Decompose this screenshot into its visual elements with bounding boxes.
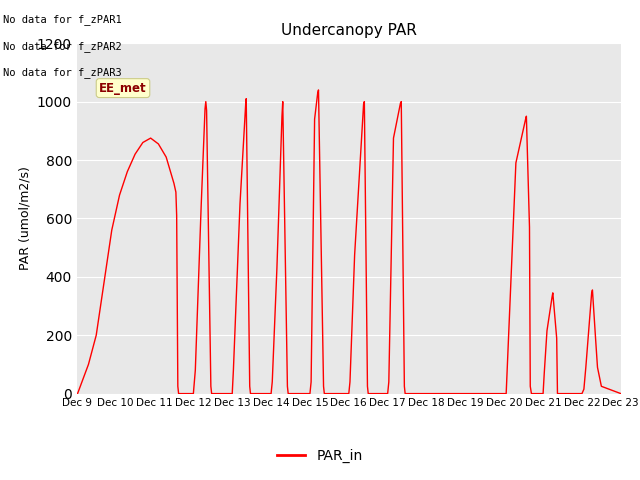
Legend: PAR_in: PAR_in <box>272 443 368 468</box>
Text: EE_met: EE_met <box>99 82 147 95</box>
Text: No data for f_zPAR3: No data for f_zPAR3 <box>3 67 122 78</box>
Title: Undercanopy PAR: Undercanopy PAR <box>281 23 417 38</box>
Text: No data for f_zPAR2: No data for f_zPAR2 <box>3 41 122 52</box>
Y-axis label: PAR (umol/m2/s): PAR (umol/m2/s) <box>19 167 31 270</box>
Text: No data for f_zPAR1: No data for f_zPAR1 <box>3 14 122 25</box>
